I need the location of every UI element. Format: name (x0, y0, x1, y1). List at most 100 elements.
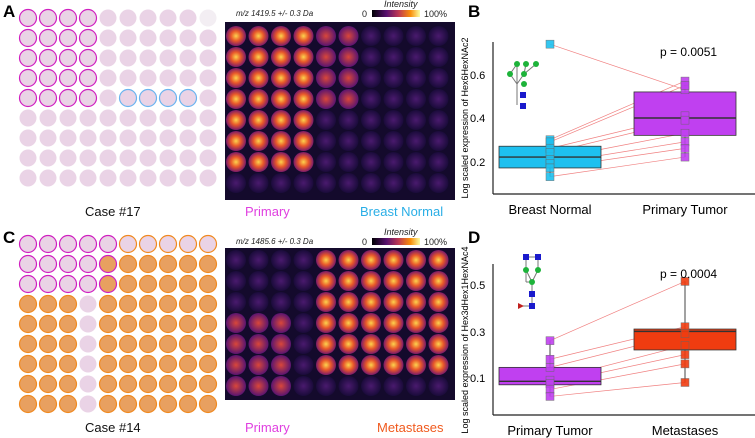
tissue-core (198, 234, 218, 254)
msi-core (361, 89, 381, 109)
msi-core (338, 271, 359, 291)
tissue-core (18, 334, 38, 354)
tissue-core (198, 294, 218, 314)
tissue-core (99, 149, 117, 167)
msi-core (338, 250, 359, 270)
tissue-core (78, 274, 98, 294)
msi-core (428, 292, 449, 312)
msi-core (293, 47, 314, 67)
tissue-core (58, 68, 78, 88)
msi-core (271, 26, 291, 46)
msi-core (316, 250, 336, 270)
tissue-core (119, 109, 137, 127)
tissue-core (159, 69, 177, 87)
tissue-core (138, 314, 158, 334)
tissue-core (198, 354, 218, 374)
msi-core (406, 355, 426, 375)
tissue-core (118, 374, 138, 394)
msi-core (383, 355, 404, 375)
tissue-core (199, 29, 217, 47)
tissue-core (138, 274, 158, 294)
tissue-core (158, 274, 178, 294)
msi-core (338, 334, 359, 354)
tissue-core (158, 374, 178, 394)
p-value-annotation: p = 0.0051 (660, 45, 718, 59)
msi-core (406, 152, 426, 172)
panel-label-a: A (3, 2, 16, 21)
tissue-core (58, 354, 78, 374)
tissue-core (159, 129, 177, 147)
msi-core (271, 110, 291, 130)
msi-core (271, 292, 291, 312)
glycan-icon-b (507, 61, 539, 109)
tissue-core (59, 169, 77, 187)
msi-core (406, 376, 426, 396)
tissue-core (58, 48, 78, 68)
tissue-core (139, 69, 157, 87)
tissue-core (38, 354, 58, 374)
msi-core (383, 152, 404, 172)
tissue-core (198, 374, 218, 394)
tissue-core (178, 254, 198, 274)
tissue-core (119, 169, 137, 187)
msi-core (361, 376, 381, 396)
msi-image-c (226, 250, 449, 396)
tissue-core (38, 294, 58, 314)
tissue-core (119, 9, 137, 27)
tissue-core (119, 69, 137, 87)
tissue-core (38, 48, 58, 68)
tissue-core (79, 129, 97, 147)
msi-core (226, 271, 246, 291)
tissue-core (119, 129, 137, 147)
tissue-core (98, 274, 118, 294)
msi-core (271, 376, 291, 396)
tissue-core (118, 394, 138, 414)
msi-core (406, 89, 426, 109)
msi-core (361, 152, 381, 172)
tissue-core (98, 334, 118, 354)
data-point (545, 354, 555, 364)
tissue-core (178, 354, 198, 374)
p-value-annotation: p = 0.0004 (660, 267, 718, 281)
msi-core (406, 110, 426, 130)
tissue-core (179, 149, 197, 167)
tissue-core (158, 354, 178, 374)
colorbar-a (372, 10, 420, 17)
msi-core (383, 173, 404, 193)
msi-core (406, 47, 426, 67)
msi-core (316, 313, 336, 333)
tissue-core (118, 294, 138, 314)
tissue-core (179, 69, 197, 87)
tissue-core (198, 334, 218, 354)
tissue-core (38, 274, 58, 294)
msi-core (428, 47, 449, 67)
msi-core (248, 355, 269, 375)
tissue-core (139, 129, 157, 147)
data-point (680, 350, 690, 359)
he-tma-case14 (18, 234, 218, 414)
tissue-core (38, 88, 58, 108)
msi-core (293, 131, 314, 151)
tissue-core (118, 314, 138, 334)
msi-core (248, 26, 269, 46)
data-point (680, 115, 690, 125)
msi-core (248, 313, 269, 333)
msi-core (338, 313, 359, 333)
tissue-core (138, 294, 158, 314)
tissue-core (179, 109, 197, 127)
msi-image-a (226, 26, 449, 193)
tissue-core (79, 375, 97, 393)
tissue-core (139, 169, 157, 187)
y-tick-label: 0.4 (470, 113, 486, 126)
tissue-core (58, 28, 78, 48)
msi-core (406, 313, 426, 333)
msi-core (248, 152, 269, 172)
msi-core (226, 89, 246, 109)
tissue-core (18, 28, 38, 48)
msi-core (406, 26, 426, 46)
msi-core (338, 292, 359, 312)
msi-core (271, 355, 291, 375)
tissue-core (79, 295, 97, 313)
y-tick-label: 0.1 (470, 373, 486, 386)
tissue-core (118, 88, 138, 108)
